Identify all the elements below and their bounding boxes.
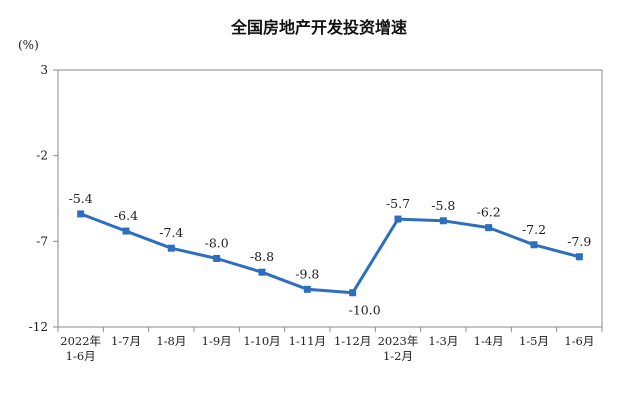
data-point [167,244,175,252]
chart-title: 全国房地产开发投资增速 [230,18,407,37]
x-tick-label: 1-4月 [474,334,504,348]
series-line [80,212,580,295]
data-point [213,254,221,262]
data-point [258,268,266,276]
data-label: -6.4 [114,208,138,223]
data-label: -5.4 [69,191,93,206]
x-tick-label: 1-3月 [428,334,458,348]
x-tick-label: 2022年 [60,334,101,348]
data-label: -7.9 [567,234,591,249]
x-tick-label: 1-2月 [383,349,413,363]
data-label: -7.4 [159,225,183,240]
data-point [349,289,357,297]
data-point [122,227,130,235]
data-label: -8.0 [205,235,229,250]
data-label: -6.2 [477,205,501,220]
x-tick-label: 2023年 [378,334,419,348]
data-label: -5.7 [386,196,410,211]
x-tick-label: 1-6月 [564,334,594,348]
data-point [303,285,311,293]
data-point [394,215,402,223]
x-tick-label: 1-10月 [243,334,280,348]
data-label: -9.8 [295,266,319,281]
data-label: -7.2 [522,222,546,237]
y-unit-label: (%) [18,38,39,52]
y-tick-label: -2 [36,149,48,163]
y-tick-label: -12 [29,320,48,334]
y-tick-label: 3 [40,63,48,77]
x-tick-label: 1-6月 [66,349,96,363]
x-tick-label: 1-9月 [202,334,232,348]
x-tick-label: 1-7月 [111,334,141,348]
plot-frame [57,69,603,328]
data-point [530,241,538,249]
data-point [439,217,447,225]
data-point [575,253,583,261]
data-label: -5.8 [431,198,455,213]
x-tick-label: 1-12月 [334,334,371,348]
x-tick-label: 1-5月 [519,334,549,348]
x-tick-label: 1-8月 [156,334,186,348]
x-tick-label: 1-11月 [289,334,326,348]
y-tick-label: -7 [36,234,48,248]
data-label: -10.0 [349,303,381,318]
data-point [485,224,493,232]
data-label: -8.8 [250,249,274,264]
data-point [77,210,85,218]
